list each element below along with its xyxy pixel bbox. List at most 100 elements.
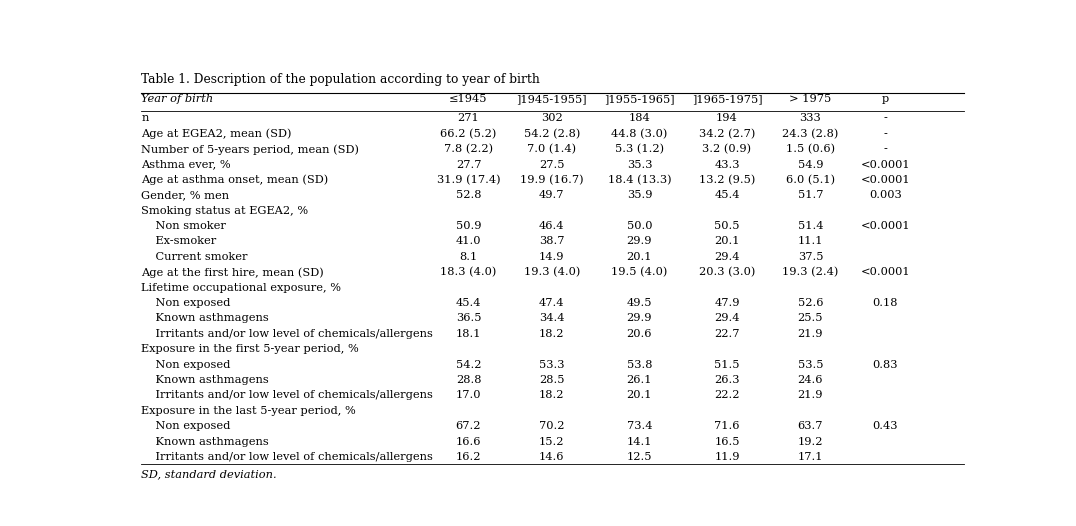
- Text: 46.4: 46.4: [539, 221, 565, 231]
- Text: 25.5: 25.5: [797, 313, 823, 323]
- Text: Exposure in the first 5-year period, %: Exposure in the first 5-year period, %: [141, 344, 359, 354]
- Text: 43.3: 43.3: [714, 159, 739, 169]
- Text: 29.4: 29.4: [714, 313, 739, 323]
- Text: Known asthmagens: Known asthmagens: [141, 375, 269, 385]
- Text: 49.7: 49.7: [539, 190, 565, 200]
- Text: 19.3 (2.4): 19.3 (2.4): [782, 267, 838, 278]
- Text: 194: 194: [717, 113, 738, 123]
- Text: 20.1: 20.1: [714, 237, 739, 247]
- Text: 35.3: 35.3: [626, 159, 652, 169]
- Text: 7.0 (1.4): 7.0 (1.4): [527, 144, 577, 155]
- Text: 0.003: 0.003: [869, 190, 902, 200]
- Text: Exposure in the last 5-year period, %: Exposure in the last 5-year period, %: [141, 406, 356, 416]
- Text: Lifetime occupational exposure, %: Lifetime occupational exposure, %: [141, 282, 341, 292]
- Text: Irritants and/or low level of chemicals/allergens: Irritants and/or low level of chemicals/…: [141, 390, 433, 400]
- Text: 67.2: 67.2: [456, 421, 481, 431]
- Text: 73.4: 73.4: [626, 421, 652, 431]
- Text: Table 1. Description of the population according to year of birth: Table 1. Description of the population a…: [141, 73, 540, 86]
- Text: 52.8: 52.8: [456, 190, 481, 200]
- Text: 54.2 (2.8): 54.2 (2.8): [524, 129, 580, 139]
- Text: 63.7: 63.7: [797, 421, 823, 431]
- Text: 27.7: 27.7: [456, 159, 481, 169]
- Text: ]1955-1965]: ]1955-1965]: [604, 94, 675, 104]
- Text: <0.0001: <0.0001: [861, 221, 910, 231]
- Text: 0.43: 0.43: [873, 421, 898, 431]
- Text: 47.9: 47.9: [714, 298, 739, 308]
- Text: Ex-smoker: Ex-smoker: [141, 237, 216, 247]
- Text: -: -: [883, 129, 888, 139]
- Text: 51.4: 51.4: [797, 221, 823, 231]
- Text: Irritants and/or low level of chemicals/allergens: Irritants and/or low level of chemicals/…: [141, 452, 433, 462]
- Text: 50.0: 50.0: [626, 221, 652, 231]
- Text: 29.9: 29.9: [626, 313, 652, 323]
- Text: 19.3 (4.0): 19.3 (4.0): [524, 267, 580, 278]
- Text: 302: 302: [541, 113, 563, 123]
- Text: p: p: [882, 94, 889, 104]
- Text: 34.4: 34.4: [539, 313, 565, 323]
- Text: 66.2 (5.2): 66.2 (5.2): [440, 129, 497, 139]
- Text: 0.18: 0.18: [873, 298, 898, 308]
- Text: 271: 271: [457, 113, 479, 123]
- Text: Known asthmagens: Known asthmagens: [141, 313, 269, 323]
- Text: Gender, % men: Gender, % men: [141, 190, 229, 200]
- Text: 54.9: 54.9: [797, 159, 823, 169]
- Text: 11.1: 11.1: [797, 237, 823, 247]
- Text: 0.83: 0.83: [873, 360, 898, 370]
- Text: Number of 5-years period, mean (SD): Number of 5-years period, mean (SD): [141, 144, 359, 155]
- Text: 20.1: 20.1: [626, 390, 652, 400]
- Text: 71.6: 71.6: [714, 421, 739, 431]
- Text: 333: 333: [799, 113, 821, 123]
- Text: 36.5: 36.5: [456, 313, 481, 323]
- Text: 49.5: 49.5: [626, 298, 652, 308]
- Text: 50.5: 50.5: [714, 221, 739, 231]
- Text: Age at EGEA2, mean (SD): Age at EGEA2, mean (SD): [141, 129, 292, 139]
- Text: n: n: [141, 113, 148, 123]
- Text: 22.7: 22.7: [714, 329, 739, 339]
- Text: Age at the first hire, mean (SD): Age at the first hire, mean (SD): [141, 267, 324, 278]
- Text: 18.2: 18.2: [539, 329, 565, 339]
- Text: 38.7: 38.7: [539, 237, 565, 247]
- Text: 20.6: 20.6: [626, 329, 652, 339]
- Text: 19.2: 19.2: [797, 437, 823, 447]
- Text: 21.9: 21.9: [797, 329, 823, 339]
- Text: 28.5: 28.5: [539, 375, 565, 385]
- Text: 3.2 (0.9): 3.2 (0.9): [703, 144, 751, 155]
- Text: 19.5 (4.0): 19.5 (4.0): [611, 267, 667, 278]
- Text: 35.9: 35.9: [626, 190, 652, 200]
- Text: 8.1: 8.1: [459, 252, 478, 262]
- Text: Non exposed: Non exposed: [141, 421, 230, 431]
- Text: 51.5: 51.5: [714, 360, 739, 370]
- Text: -: -: [883, 113, 888, 123]
- Text: 31.9 (17.4): 31.9 (17.4): [437, 175, 500, 185]
- Text: 13.2 (9.5): 13.2 (9.5): [698, 175, 755, 185]
- Text: -: -: [883, 144, 888, 154]
- Text: 16.2: 16.2: [456, 452, 481, 462]
- Text: 50.9: 50.9: [456, 221, 481, 231]
- Text: 22.2: 22.2: [714, 390, 739, 400]
- Text: Irritants and/or low level of chemicals/allergens: Irritants and/or low level of chemicals/…: [141, 329, 433, 339]
- Text: 45.4: 45.4: [456, 298, 481, 308]
- Text: 47.4: 47.4: [539, 298, 565, 308]
- Text: 16.6: 16.6: [456, 437, 481, 447]
- Text: 37.5: 37.5: [797, 252, 823, 262]
- Text: > 1975: > 1975: [790, 94, 832, 104]
- Text: 29.4: 29.4: [714, 252, 739, 262]
- Text: Asthma ever, %: Asthma ever, %: [141, 159, 230, 169]
- Text: 26.1: 26.1: [626, 375, 652, 385]
- Text: Non exposed: Non exposed: [141, 298, 230, 308]
- Text: 34.2 (2.7): 34.2 (2.7): [698, 129, 755, 139]
- Text: 18.1: 18.1: [456, 329, 481, 339]
- Text: 26.3: 26.3: [714, 375, 739, 385]
- Text: 53.5: 53.5: [797, 360, 823, 370]
- Text: 17.1: 17.1: [797, 452, 823, 462]
- Text: 29.9: 29.9: [626, 237, 652, 247]
- Text: 15.2: 15.2: [539, 437, 565, 447]
- Text: 14.9: 14.9: [539, 252, 565, 262]
- Text: 21.9: 21.9: [797, 390, 823, 400]
- Text: 184: 184: [628, 113, 650, 123]
- Text: 70.2: 70.2: [539, 421, 565, 431]
- Text: <0.0001: <0.0001: [861, 175, 910, 185]
- Text: 16.5: 16.5: [714, 437, 739, 447]
- Text: 12.5: 12.5: [626, 452, 652, 462]
- Text: ]1945-1955]: ]1945-1955]: [516, 94, 587, 104]
